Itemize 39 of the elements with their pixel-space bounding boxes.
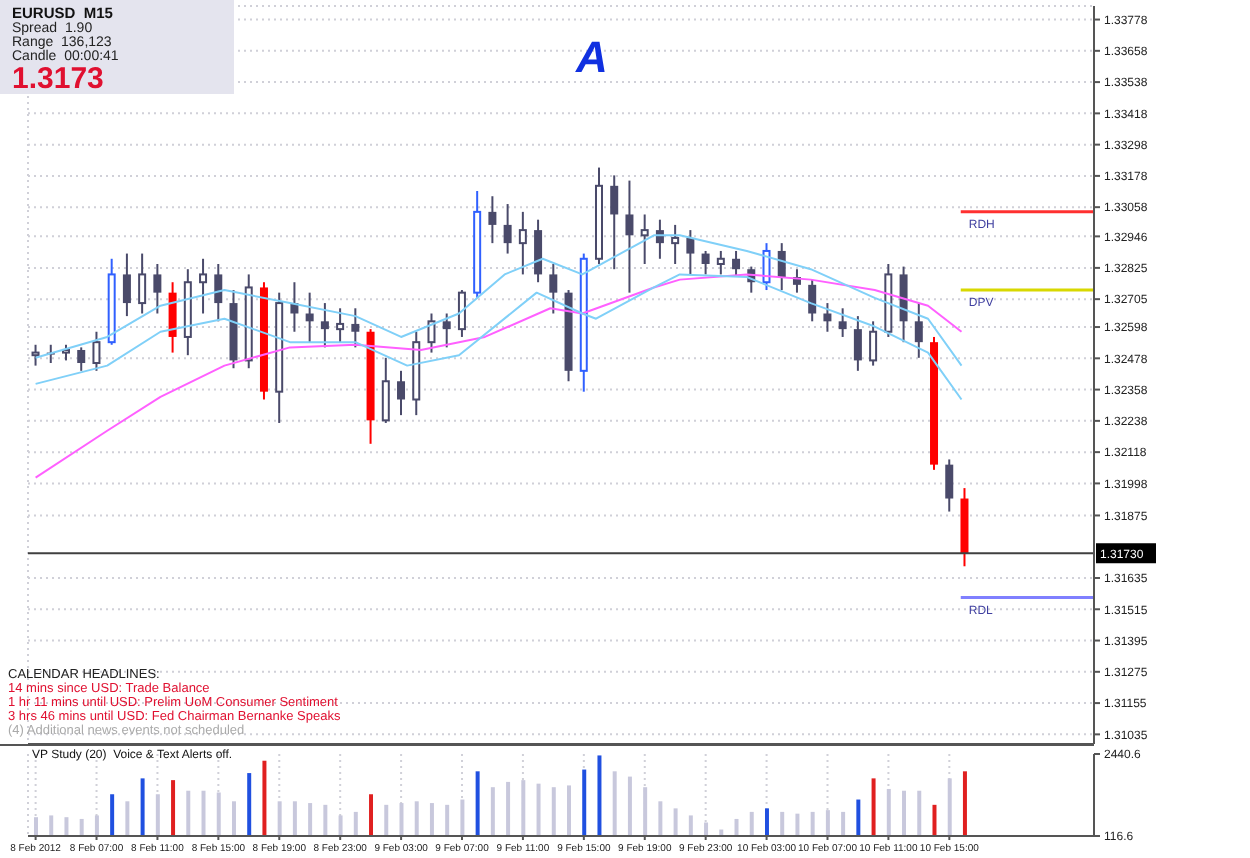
candlestick — [732, 249, 741, 279]
candlestick — [138, 252, 147, 315]
candlestick — [351, 307, 360, 349]
candlestick — [442, 312, 451, 349]
candlestick — [625, 179, 634, 294]
candlestick — [716, 249, 725, 276]
candlestick — [31, 343, 40, 367]
candlestick — [534, 218, 543, 284]
candlestick — [503, 203, 512, 255]
candlestick — [869, 320, 878, 367]
candlestick — [914, 302, 923, 359]
candlestick — [899, 265, 908, 344]
candlestick — [686, 229, 695, 276]
candlestick — [92, 330, 101, 372]
candlestick — [336, 307, 345, 344]
candlestick — [701, 249, 710, 276]
candlestick — [808, 278, 817, 323]
candlestick — [518, 210, 527, 276]
candlestick — [838, 307, 847, 338]
candlestick — [214, 262, 223, 323]
candlestick — [549, 262, 558, 315]
candlestick — [199, 257, 208, 315]
candlestick — [153, 262, 162, 315]
candlestick — [610, 174, 619, 271]
candlestick — [640, 213, 649, 265]
candlestick — [397, 369, 406, 417]
candlestick — [488, 195, 497, 245]
annotation: A — [576, 32, 608, 82]
candlestick — [168, 281, 177, 354]
candlestick — [381, 356, 390, 424]
candlestick — [945, 458, 954, 513]
candlestick — [427, 312, 436, 354]
candlestick — [320, 302, 329, 349]
candlestick — [853, 315, 862, 372]
candlestick — [122, 252, 131, 318]
candlestick — [457, 289, 466, 338]
annotation: 1.3173 — [12, 62, 104, 96]
candlestick — [671, 223, 680, 265]
candlestick — [77, 346, 86, 372]
